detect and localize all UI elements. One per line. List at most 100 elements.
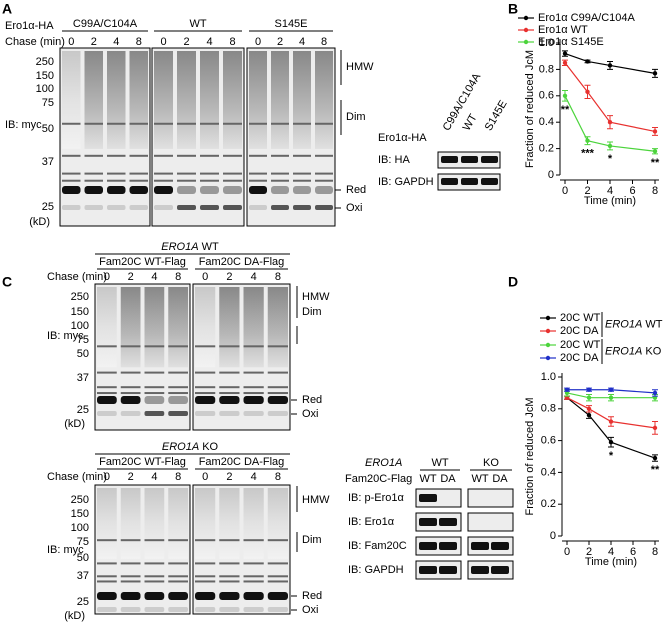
label: 2 xyxy=(226,471,232,483)
band-oxi xyxy=(97,607,117,612)
band xyxy=(84,122,103,125)
band-red xyxy=(97,396,117,404)
point xyxy=(608,439,614,445)
band xyxy=(97,386,117,389)
lane-smear xyxy=(243,287,264,368)
band xyxy=(129,154,148,157)
label: 6 xyxy=(630,546,636,558)
label: 0.8 xyxy=(539,63,554,75)
label: (kD) xyxy=(64,418,85,430)
band-red xyxy=(249,186,267,194)
label: ** xyxy=(651,464,660,476)
label: Dim xyxy=(302,306,322,318)
label: 8 xyxy=(275,271,281,283)
label: 4 xyxy=(151,271,157,283)
label: 250 xyxy=(36,56,54,68)
label: 0 xyxy=(202,471,208,483)
label: Oxi xyxy=(302,408,319,420)
lane-smear xyxy=(129,51,148,149)
label: WT xyxy=(189,18,206,30)
lane-smear xyxy=(271,51,289,149)
band xyxy=(120,539,141,542)
band-red xyxy=(144,592,165,600)
label: Fam20C DA-Flag xyxy=(199,456,285,468)
label: 0 xyxy=(68,36,74,48)
band xyxy=(223,122,242,125)
band-red xyxy=(293,186,311,194)
label: 0 xyxy=(160,36,166,48)
lane-smear xyxy=(293,51,311,149)
label: * xyxy=(608,153,613,165)
band xyxy=(267,371,288,374)
label: WT xyxy=(419,473,436,485)
blot xyxy=(415,512,462,532)
lane-smear xyxy=(267,287,288,368)
label: 0.4 xyxy=(539,116,554,128)
band xyxy=(243,392,264,395)
label: HMW xyxy=(302,291,330,303)
point xyxy=(652,425,658,431)
label: Chase (min) xyxy=(5,36,65,48)
band-oxi xyxy=(267,607,288,612)
band xyxy=(120,386,141,389)
band-red xyxy=(84,186,103,194)
legend-swatch xyxy=(523,27,529,33)
band xyxy=(439,542,457,550)
lane-smear xyxy=(177,51,196,149)
band xyxy=(243,580,264,583)
label: Dim xyxy=(302,534,322,546)
label: 4 xyxy=(151,471,157,483)
band xyxy=(97,562,117,565)
label: ERO1A xyxy=(365,457,402,469)
label: 0 xyxy=(548,169,554,181)
point xyxy=(607,143,613,149)
band xyxy=(461,178,478,185)
lane-smear xyxy=(62,51,81,149)
blot xyxy=(415,536,462,556)
point xyxy=(564,387,570,392)
label: IB: myc xyxy=(5,119,42,131)
point xyxy=(652,455,658,461)
label: 2 xyxy=(91,36,97,48)
band xyxy=(439,566,457,574)
label: 2 xyxy=(584,185,590,197)
label: 250 xyxy=(71,291,89,303)
band xyxy=(200,172,219,175)
label: 4 xyxy=(299,36,305,48)
legend-swatch xyxy=(523,15,529,21)
band xyxy=(97,392,117,395)
band xyxy=(267,345,288,348)
label: 8 xyxy=(175,471,181,483)
label: 2 xyxy=(277,36,283,48)
label: 50 xyxy=(42,123,54,135)
band-red xyxy=(243,396,264,404)
label: 25 xyxy=(77,404,89,416)
series-line xyxy=(564,52,656,74)
band xyxy=(200,122,219,125)
lane-smear xyxy=(168,488,188,559)
band-oxi xyxy=(315,205,333,210)
label: C99A/C104A xyxy=(73,18,138,30)
label: 50 xyxy=(77,348,89,360)
band-oxi xyxy=(84,205,103,210)
label: (kD) xyxy=(64,610,85,622)
lane-smear xyxy=(144,488,165,559)
label: 75 xyxy=(42,97,54,109)
series-line xyxy=(564,95,656,152)
band xyxy=(223,154,242,157)
label: WT xyxy=(461,112,480,133)
label: 0 xyxy=(562,185,568,197)
label: 0 xyxy=(550,530,556,542)
label: Fam20C DA-Flag xyxy=(199,256,285,268)
point xyxy=(562,93,568,99)
band xyxy=(120,580,141,583)
band-oxi xyxy=(97,411,117,416)
band xyxy=(219,539,240,542)
label: 20C WT xyxy=(560,339,601,351)
band-oxi xyxy=(144,411,165,416)
label: 8 xyxy=(275,471,281,483)
label: Ero1α-HA xyxy=(5,20,54,32)
band-oxi xyxy=(243,607,264,612)
band xyxy=(419,566,437,574)
band xyxy=(219,575,240,578)
